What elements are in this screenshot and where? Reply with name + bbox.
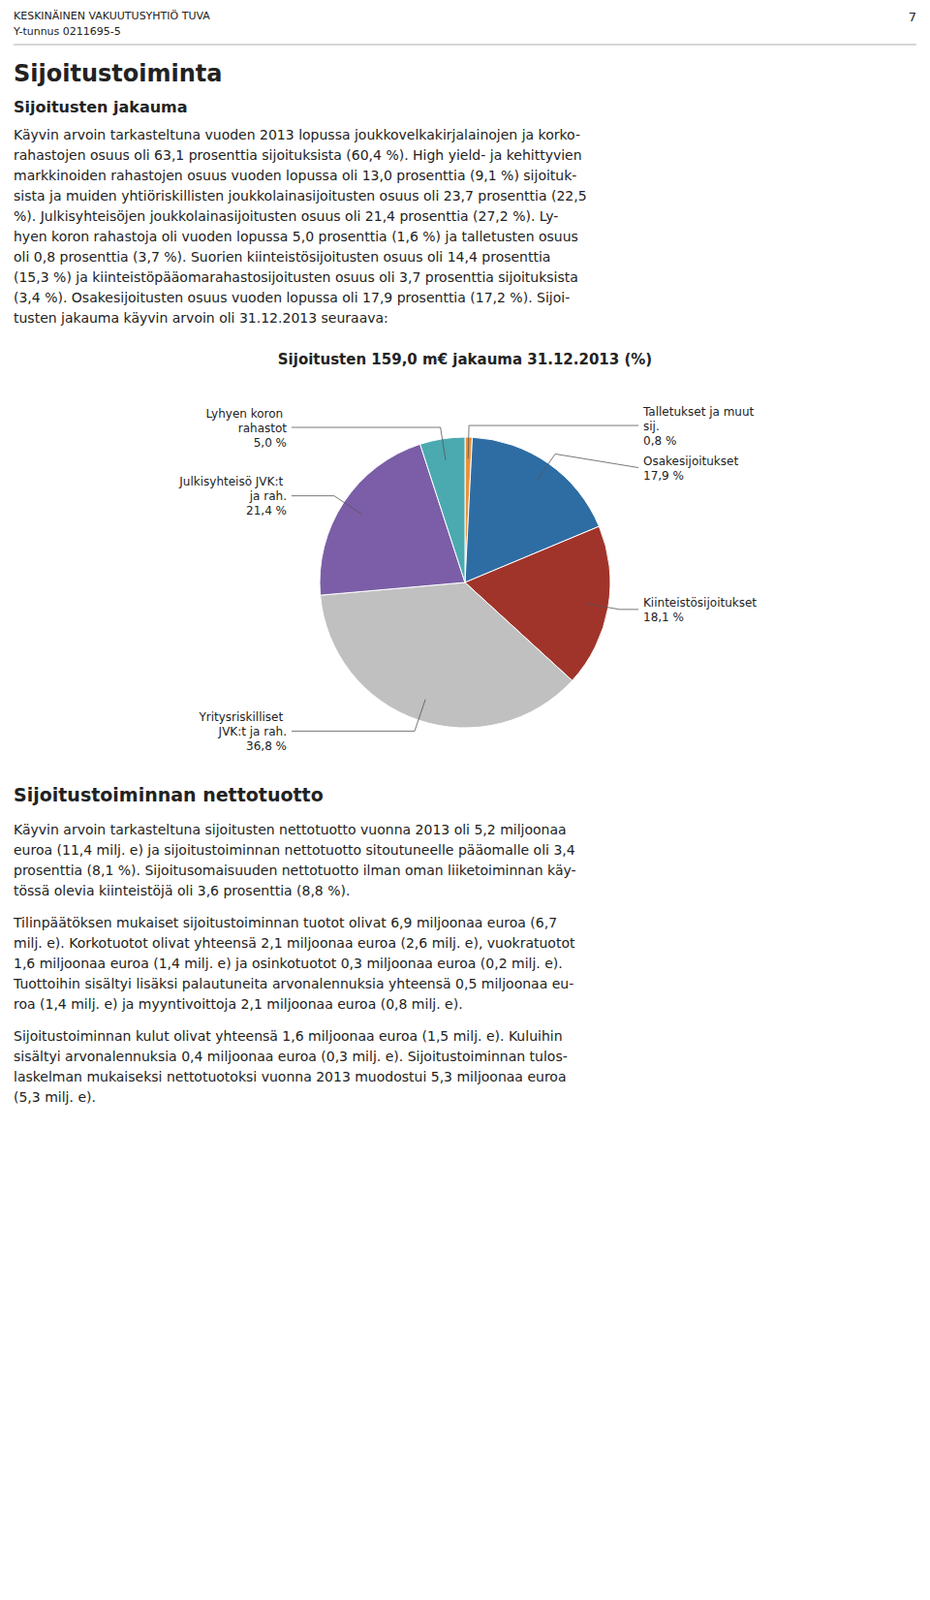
body-line: sista ja muiden yhtiöriskillisten joukko… — [13, 187, 588, 204]
data-label: 21,4 % — [246, 503, 287, 518]
body-line: laskelman mukaiseksi nettotuotoksi vuonn… — [13, 1068, 566, 1085]
category-label-line: JVK:t ja rah. — [217, 724, 287, 739]
body-line: Tilinpäätöksen mukaiset sijoitustoiminna… — [12, 914, 558, 930]
body-line: roa (1,4 milj. e) ja myyntivoittoja 2,1 … — [13, 995, 464, 1012]
wedges — [319, 436, 611, 728]
page-number: 7 — [908, 9, 917, 25]
leader-line — [467, 425, 639, 459]
wedge — [420, 436, 465, 583]
category-label-line: ja rah. — [248, 489, 287, 503]
section-title: Sijoitustoiminnan nettotuotto — [13, 783, 324, 806]
body-line: milj. e). Korkotuotot olivat yhteensä 2,… — [13, 934, 576, 951]
chart: Sijoitusten 159,0 m€ jakauma 31.12.2013 … — [178, 350, 758, 753]
page: KESKINÄINEN VAKUUTUSYHTIÖ TUVA Y-tunnus 0… — [0, 0, 930, 1600]
category-label-line: Lyhyen koron — [206, 405, 288, 420]
category-label-line: Yritysriskilliset — [197, 710, 287, 724]
subsection-title: Sijoitusten jakauma — [13, 97, 188, 117]
body-line: oli 0,8 prosenttia (3,7 %). Suorien kiin… — [13, 248, 551, 265]
leader-line — [291, 427, 446, 461]
body-line: tusten jakauma käyvin arvoin oli 31.12.2… — [13, 310, 389, 326]
body-line: Sijoitustoiminnan kulut olivat yhteensä … — [13, 1027, 563, 1044]
data-label: 36,8 % — [246, 739, 287, 753]
category-label-line: Osakesijoitukset — [643, 454, 739, 468]
category-label: Kiinteistösijoitukset — [643, 595, 757, 610]
body-line: Tuottoihin sisältyi lisäksi palautuneita… — [12, 975, 574, 992]
data-label: 17,9 % — [643, 468, 684, 483]
category-label-line: Kiinteistösijoitukset — [643, 595, 757, 610]
section-title: Sijoitustoiminta — [13, 60, 222, 88]
header-rule — [13, 44, 917, 46]
body-line: Käyvin arvoin tarkasteltuna sijoitusten … — [13, 821, 567, 837]
page-header: KESKINÄINEN VAKUUTUSYHTIÖ TUVA — [13, 9, 211, 23]
page-subheader: Y-tunnus 0211695-5 — [12, 25, 122, 38]
body-line: prosenttia (8,1 %). Sijoitusomaisuuden n… — [13, 862, 577, 878]
chart-title: Sijoitusten 159,0 m€ jakauma 31.12.2013 … — [278, 350, 652, 369]
body-line: (5,3 milj. e). — [13, 1088, 96, 1105]
category-label: Julkisyhteisö JVK:t ja rah. — [178, 474, 287, 503]
category-label-line: Talletukset ja muut — [642, 404, 758, 419]
data-label: 0,8 % — [643, 434, 677, 448]
body-line: markkinoiden rahastojen osuus vuoden lop… — [13, 167, 577, 184]
leader-line — [291, 699, 426, 732]
labels: Talletukset ja muut sij.0,8 % Osakesijoit… — [178, 404, 758, 753]
body-line: euroa (11,4 milj. e) ja sijoitustoiminna… — [13, 841, 576, 858]
data-label: 5,0 % — [253, 434, 287, 449]
body-line: (3,4 %). Osakesijoitusten osuus vuoden l… — [13, 289, 570, 306]
category-label: Osakesijoitukset — [643, 454, 739, 468]
body-line: tössä olevia kiinteistöjä oli 3,6 prosen… — [13, 882, 350, 899]
body-line: Käyvin arvoin tarkasteltuna vuoden 2013 … — [13, 126, 581, 143]
leader-line — [535, 453, 639, 481]
leader-line — [291, 496, 363, 515]
body-line: (15,3 %) ja kiinteistöpääomarahastosijoi… — [13, 269, 579, 285]
category-label: Lyhyen koron rahastot — [206, 405, 288, 434]
body-line: 1,6 miljoonaa euroa (1,4 milj. e) ja osi… — [13, 955, 563, 971]
body-line: sisältyi arvonalennuksia 0,4 miljoonaa e… — [13, 1048, 568, 1064]
body-line: rahastojen osuus oli 63,1 prosenttia sij… — [13, 147, 583, 163]
category-label-line: sij. — [643, 419, 660, 434]
wedge — [320, 582, 573, 728]
body-line: hyen koron rahastoja oli vuoden lopussa … — [13, 228, 579, 245]
category-label-line: Julkisyhteisö JVK:t — [178, 474, 287, 489]
leader-line — [587, 603, 639, 610]
category-label: Talletukset ja muut sij. — [642, 404, 758, 434]
data-label: 18,1 % — [643, 610, 684, 624]
category-label: Yritysriskilliset JVK:t ja rah. — [197, 710, 287, 739]
body-line: %). Julkisyhteisöjen joukkolainasijoitus… — [13, 208, 558, 224]
category-label-line: rahastot — [238, 420, 288, 434]
